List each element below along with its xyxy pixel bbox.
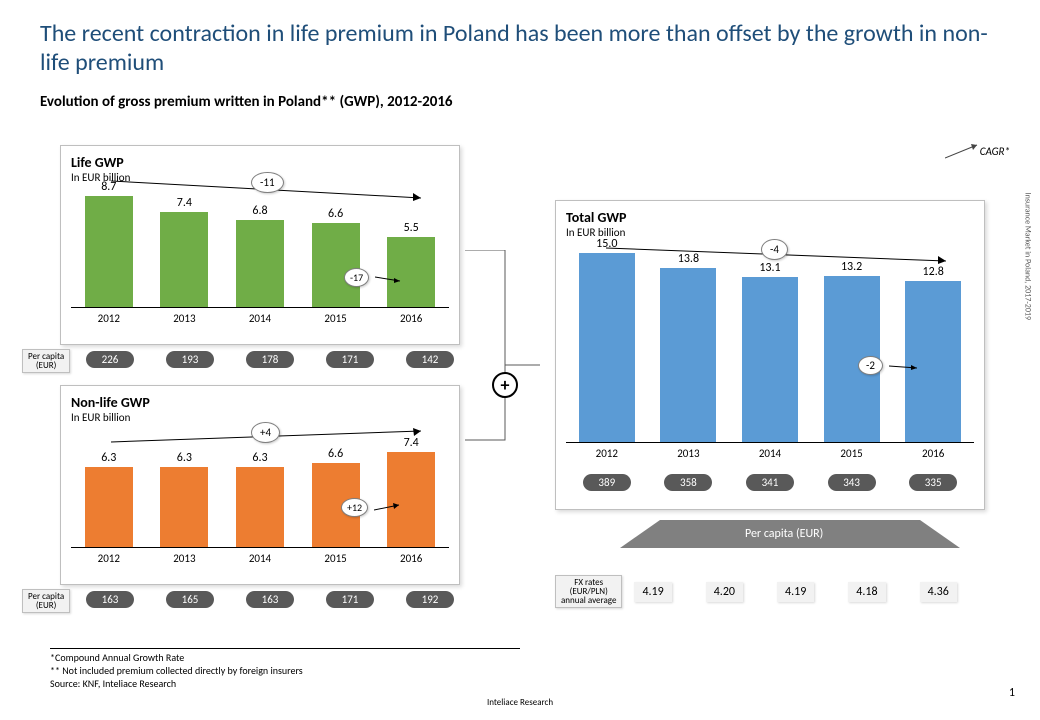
page-title: The recent contraction in life premium i… bbox=[0, 0, 1040, 83]
pill: 343 bbox=[828, 474, 876, 491]
fx-row: FX rates (EUR/PLN) annual average 4.19 4.… bbox=[555, 575, 985, 608]
pill: 165 bbox=[166, 591, 214, 608]
cagr-note: CAGR* bbox=[980, 145, 1010, 158]
pill: 163 bbox=[246, 591, 294, 608]
life-chart-box: Life GWP In EUR billion -11 8.77.46.86.6… bbox=[60, 145, 460, 345]
side-text: Insurance Market in Poland, 2017-2019 bbox=[1022, 193, 1032, 320]
year-label: 2013 bbox=[652, 447, 724, 460]
year-label: 2013 bbox=[153, 312, 215, 325]
life-bars: 8.77.46.86.65.5 bbox=[71, 188, 449, 308]
pill: 192 bbox=[406, 591, 454, 608]
bar: 7.4 bbox=[380, 436, 442, 547]
plus-icon: + bbox=[492, 372, 518, 398]
year-label: 2016 bbox=[897, 447, 969, 460]
bar: 15.0 bbox=[571, 237, 643, 442]
footer: Inteliace Research bbox=[487, 697, 553, 708]
nonlife-xlabels: 2012 2013 2014 2015 2016 bbox=[71, 552, 449, 565]
pill: 389 bbox=[583, 474, 631, 491]
total-pcap-row: 389 358 341 343 335 bbox=[566, 474, 974, 491]
nonlife-pcap-row: 163 165 163 171 192 bbox=[70, 591, 470, 608]
total-bars: 15.013.813.113.212.8 bbox=[566, 243, 974, 443]
year-label: 2012 bbox=[571, 447, 643, 460]
plus-connector bbox=[460, 250, 550, 455]
fx-value: 4.19 bbox=[634, 582, 671, 602]
year-label: 2015 bbox=[816, 447, 888, 460]
year-label: 2012 bbox=[78, 552, 140, 565]
fx-value: 4.18 bbox=[848, 582, 885, 602]
total-xlabels: 2012 2013 2014 2015 2016 bbox=[566, 447, 974, 460]
total-trend-last: -2 bbox=[858, 356, 883, 375]
pill: 163 bbox=[86, 591, 134, 608]
pill: 358 bbox=[664, 474, 712, 491]
year-label: 2016 bbox=[380, 552, 442, 565]
bar: 13.8 bbox=[652, 252, 724, 442]
pill: 193 bbox=[166, 351, 214, 368]
pill: 335 bbox=[909, 474, 957, 491]
pcap-banner-text: Per capita (EUR) bbox=[745, 527, 823, 541]
bar: 8.7 bbox=[78, 180, 140, 307]
bar: 13.1 bbox=[734, 261, 806, 442]
year-label: 2013 bbox=[153, 552, 215, 565]
year-label: 2015 bbox=[305, 312, 367, 325]
life-xlabels: 2012 2013 2014 2015 2016 bbox=[71, 312, 449, 325]
bar: 7.4 bbox=[153, 196, 215, 307]
bar: 12.8 bbox=[897, 265, 969, 442]
fx-value: 4.19 bbox=[777, 582, 814, 602]
bar: 6.6 bbox=[305, 447, 367, 547]
fx-value: 4.36 bbox=[920, 582, 957, 602]
pill: 171 bbox=[326, 591, 374, 608]
nonlife-pcap-label: Per capita (EUR) bbox=[22, 589, 70, 613]
year-label: 2014 bbox=[229, 552, 291, 565]
nonlife-title: Non-life GWP bbox=[61, 386, 459, 411]
bar: 13.2 bbox=[816, 260, 888, 442]
pill: 171 bbox=[326, 351, 374, 368]
page-number: 1 bbox=[1009, 686, 1015, 700]
bar: 6.6 bbox=[305, 207, 367, 307]
year-label: 2014 bbox=[734, 447, 806, 460]
fx-label: FX rates (EUR/PLN) annual average bbox=[555, 575, 622, 608]
bar: 6.3 bbox=[229, 451, 291, 548]
pill: 142 bbox=[406, 351, 454, 368]
total-chart-box: Total GWP In EUR billion -4 15.013.813.1… bbox=[555, 200, 985, 510]
pill: 226 bbox=[86, 351, 134, 368]
pill: 178 bbox=[246, 351, 294, 368]
fx-value: 4.20 bbox=[706, 582, 743, 602]
bar: 6.8 bbox=[229, 204, 291, 307]
life-trend-last: -17 bbox=[344, 268, 369, 287]
year-label: 2014 bbox=[229, 312, 291, 325]
nonlife-bars: 6.36.36.36.67.4 bbox=[71, 428, 449, 548]
year-label: 2012 bbox=[78, 312, 140, 325]
year-label: 2015 bbox=[305, 552, 367, 565]
pill: 341 bbox=[746, 474, 794, 491]
life-title: Life GWP bbox=[61, 146, 459, 171]
year-label: 2016 bbox=[380, 312, 442, 325]
bar: 5.5 bbox=[380, 221, 442, 307]
nonlife-trend-last: +12 bbox=[341, 498, 368, 517]
footnotes: *Compound Annual Growth Rate ** Not incl… bbox=[50, 648, 520, 690]
life-pcap-row: 226 193 178 171 142 bbox=[70, 351, 470, 368]
bar: 6.3 bbox=[153, 451, 215, 548]
bar: 6.3 bbox=[78, 451, 140, 548]
nonlife-chart-box: Non-life GWP In EUR billion +4 6.36.36.3… bbox=[60, 385, 460, 585]
page-subtitle: Evolution of gross premium written in Po… bbox=[0, 83, 1040, 116]
life-pcap-label: Per capita (EUR) bbox=[22, 349, 70, 373]
total-title: Total GWP bbox=[556, 201, 984, 226]
